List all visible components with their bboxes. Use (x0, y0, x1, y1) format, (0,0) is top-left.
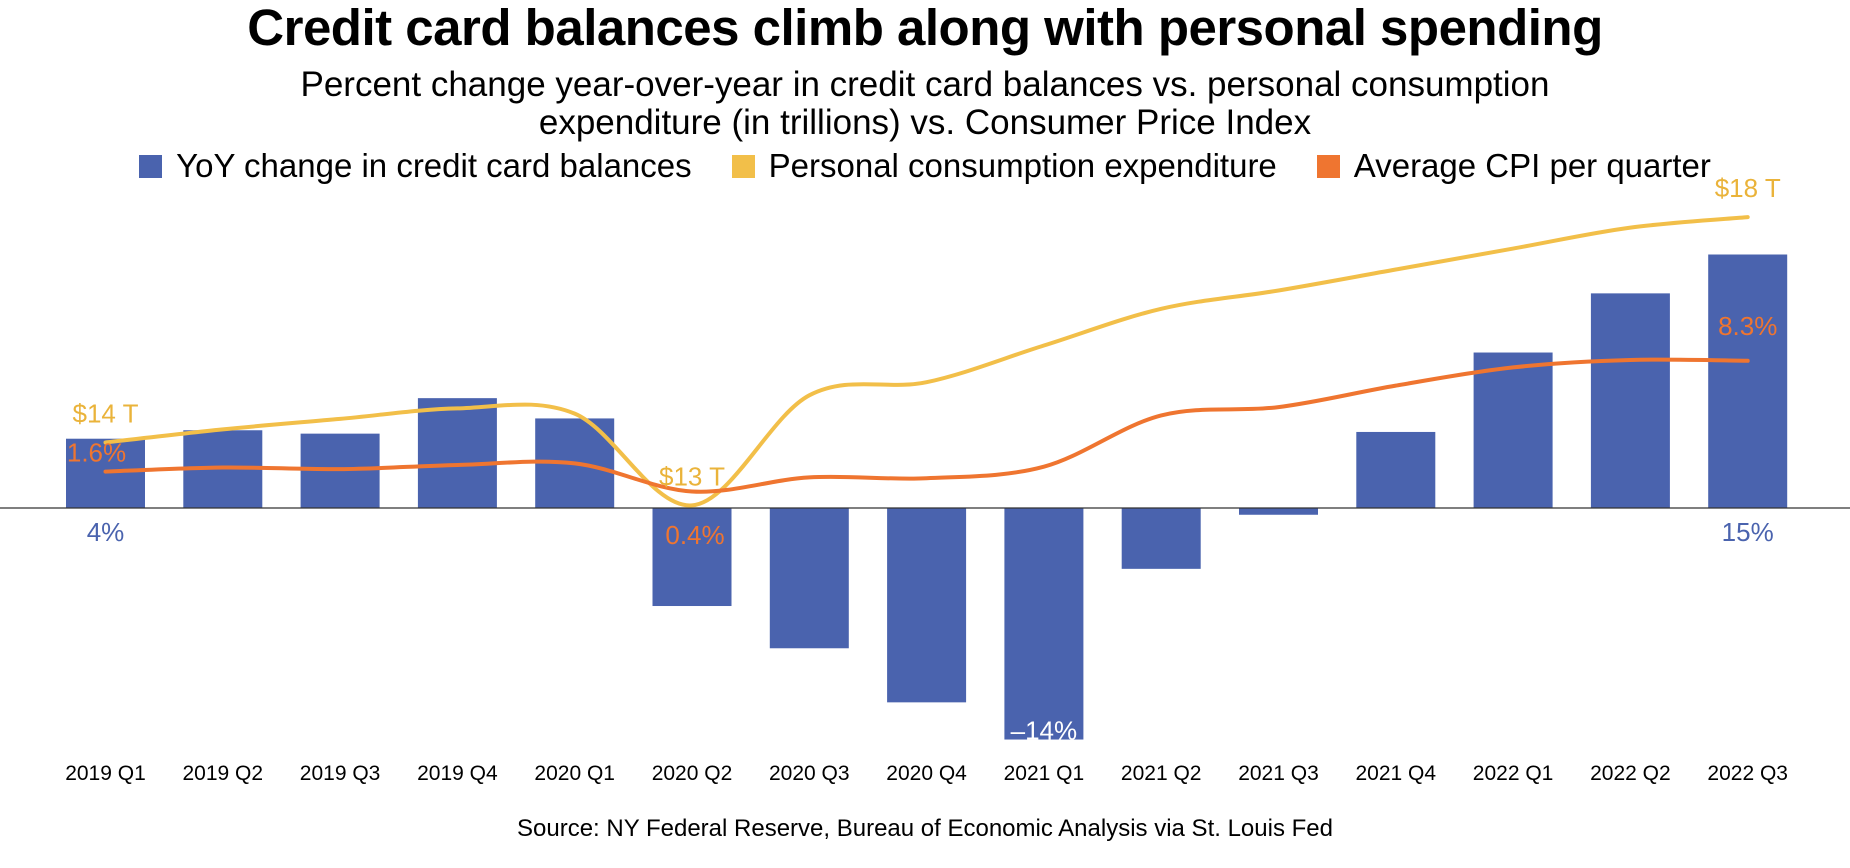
line-consumption-expenditure (103, 215, 1750, 508)
x-tick-label: 2020 Q4 (886, 762, 967, 785)
bar-2021-q3 (1239, 508, 1318, 515)
data-label: 0.4% (665, 520, 724, 550)
bar-2020-q2 (652, 508, 732, 607)
legend-swatch-average-cpi (1316, 154, 1340, 178)
chart-plot-area: 2019 Q1 2019 Q2 2019 Q3 2019 Q4 2020 Q1 2020 … (0, 173, 1850, 785)
data-label: 8.3% (1718, 311, 1777, 341)
data-label: 4% (87, 517, 125, 547)
data-label: $14 T (72, 398, 138, 428)
x-tick-label: 2019 Q4 (417, 762, 498, 785)
bar-2021-q2 (1121, 508, 1201, 569)
x-tick-label: 2021 Q1 (1004, 762, 1085, 785)
x-tick-label: 2019 Q1 (65, 762, 146, 785)
bar-2020-q3 (769, 508, 849, 649)
bar-2020-q4 (887, 508, 967, 703)
data-label: $13 T (659, 461, 725, 491)
line-average-cpi (103, 357, 1750, 494)
bar-2022-q2 (1590, 293, 1670, 508)
legend-label-credit-balances: YoY change in credit card balances (176, 147, 692, 184)
x-tick-label: 2021 Q4 (1356, 762, 1437, 785)
legend-item-consumption-expenditure: Personal consumption expenditure (731, 146, 1277, 186)
x-tick-label: 2021 Q3 (1238, 762, 1319, 785)
bar-2021-q4 (1356, 431, 1436, 508)
legend-item-credit-balances: YoY change in credit card balances (139, 146, 692, 186)
chart-legend: YoY change in credit card balances Perso… (0, 146, 1850, 186)
x-tick-label: 2019 Q2 (183, 762, 264, 785)
x-tick-label: 2022 Q3 (1707, 762, 1788, 785)
legend-swatch-credit-balances (139, 154, 163, 178)
data-label: $18 T (1715, 173, 1781, 203)
chart-source-note: Source: NY Federal Reserve, Bureau of Ec… (517, 815, 1333, 842)
chart-subtitle-line-1: Percent change year-over-year in credit … (300, 65, 1550, 104)
bar-2021-q1 (1004, 508, 1084, 740)
data-label: 15% (1722, 517, 1774, 547)
bar-2019-q4 (417, 398, 497, 508)
bar-2022-q3 (1708, 254, 1788, 508)
x-tick-label: 2020 Q3 (769, 762, 850, 785)
x-tick-label: 2020 Q2 (652, 762, 733, 785)
x-tick-label: 2022 Q1 (1473, 762, 1554, 785)
x-tick-label: 2019 Q3 (300, 762, 381, 785)
bar-2022-q1 (1473, 352, 1553, 508)
chart-subtitle-line-2: expenditure (in trillions) vs. Consumer … (538, 103, 1312, 142)
x-tick-label: 2021 Q2 (1121, 762, 1202, 785)
data-label: 1.6% (67, 438, 126, 468)
x-tick-label: 2020 Q1 (534, 762, 615, 785)
data-label: –14% (1011, 716, 1078, 746)
chart-title: Credit card balances climb along with pe… (247, 0, 1603, 56)
legend-label-consumption-expenditure: Personal consumption expenditure (768, 147, 1277, 184)
legend-swatch-consumption-expenditure (731, 154, 755, 178)
x-tick-label: 2022 Q2 (1590, 762, 1671, 785)
legend-item-average-cpi: Average CPI per quarter (1316, 146, 1711, 186)
chart-subtitle: Percent change year-over-year in credit … (0, 66, 1850, 142)
legend-label-average-cpi: Average CPI per quarter (1353, 147, 1711, 184)
